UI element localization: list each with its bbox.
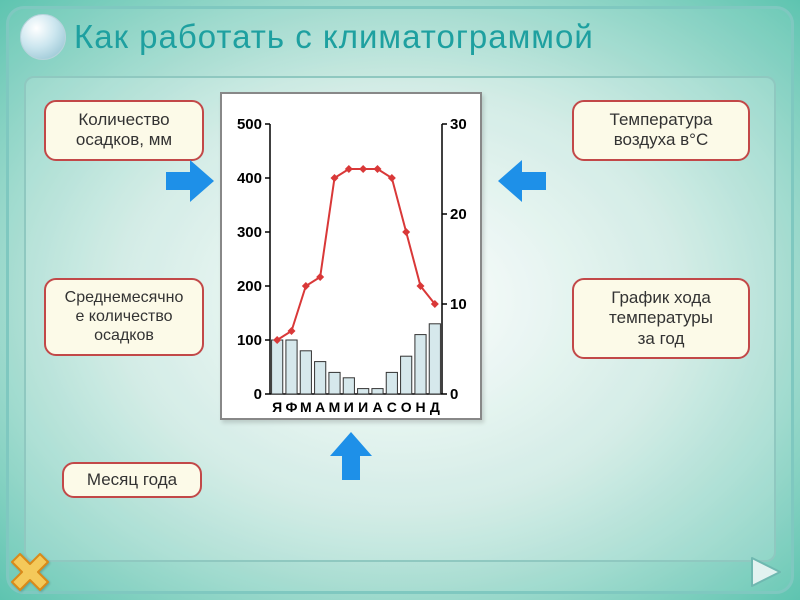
svg-text:И: И [344,399,354,415]
svg-text:С: С [387,399,397,415]
svg-text:М: М [300,399,312,415]
label-precip-axis: Количествоосадков, мм [44,100,204,161]
label-temp-curve: График ходатемпературыза год [572,278,750,359]
label-monthly-precip: Среднемесячное количествоосадков [44,278,204,356]
label-temp-axis: Температуравоздуха в°С [572,100,750,161]
svg-text:А: А [372,399,382,415]
svg-text:500: 500 [237,116,262,133]
next-icon [746,552,786,592]
page-title: Как работать с климатограммой [74,18,594,56]
svg-text:Я: Я [272,399,282,415]
svg-text:400: 400 [237,170,262,187]
svg-text:300: 300 [237,224,262,241]
arrow-left-icon [498,160,546,202]
globe-icon [20,14,66,60]
title-row: Как работать с климатограммой [20,14,780,60]
svg-text:Ф: Ф [286,399,298,415]
close-icon [10,552,50,592]
svg-text:А: А [315,399,325,415]
arrow-up-icon [330,432,372,480]
svg-text:0: 0 [254,386,262,403]
svg-text:10: 10 [450,296,467,313]
svg-text:М: М [329,399,341,415]
svg-text:Н: Н [415,399,425,415]
svg-text:И: И [358,399,368,415]
next-button[interactable] [746,552,786,592]
svg-text:30: 30 [450,116,467,133]
arrow-right-icon [166,160,214,202]
label-month: Месяц года [62,462,202,498]
svg-text:100: 100 [237,332,262,349]
svg-text:20: 20 [450,206,467,223]
svg-text:Д: Д [430,399,440,415]
svg-text:0: 0 [450,386,458,403]
close-button[interactable] [10,552,50,592]
climograph-chart: 01002003004005000102030ЯФМАМИИАСОНД [220,92,482,420]
svg-text:О: О [401,399,412,415]
svg-text:200: 200 [237,278,262,295]
